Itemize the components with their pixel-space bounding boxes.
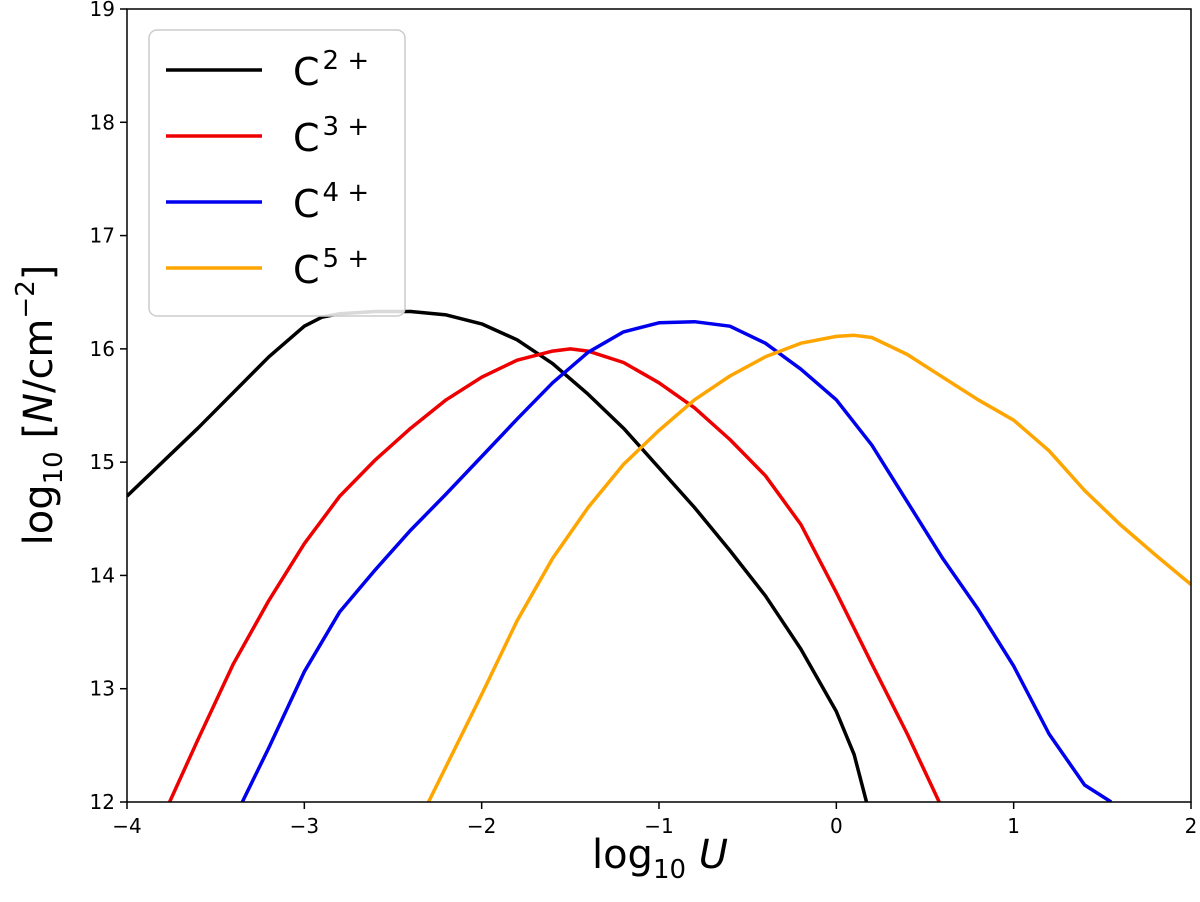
- x-tick-label: 2: [1185, 814, 1198, 838]
- x-axis-ticks: −4 −3 −2 −1 0 1 2: [112, 802, 1197, 838]
- x-tick-label: 1: [1007, 814, 1020, 838]
- y-tick-label: 13: [90, 677, 115, 701]
- y-axis-title: log10 [N/cm−2]: [11, 265, 69, 546]
- series-lines: [127, 309, 1191, 802]
- y-tick-label: 16: [90, 337, 115, 361]
- y-tick-label: 18: [90, 110, 115, 134]
- x-tick-label: −4: [112, 814, 141, 838]
- y-axis-ticks: 12 13 14 15 16 17 18 19: [90, 0, 127, 814]
- y-tick-label: 19: [90, 0, 115, 21]
- series-line-2plus: [127, 309, 869, 802]
- series-line-3plus: [168, 347, 941, 802]
- x-tick-label: −2: [467, 814, 496, 838]
- series-line-5plus: [426, 333, 1191, 802]
- y-tick-label: 12: [90, 790, 115, 814]
- x-tick-label: 0: [830, 814, 843, 838]
- y-tick-label: 17: [90, 224, 115, 248]
- x-tick-label: −1: [644, 814, 673, 838]
- y-tick-label: 14: [90, 563, 115, 587]
- legend-box: [148, 29, 406, 317]
- x-tick-label: −3: [290, 814, 319, 838]
- x-axis-title: log10 U: [592, 832, 728, 885]
- y-tick-label: 15: [90, 450, 115, 474]
- series-line-4plus: [240, 319, 1113, 802]
